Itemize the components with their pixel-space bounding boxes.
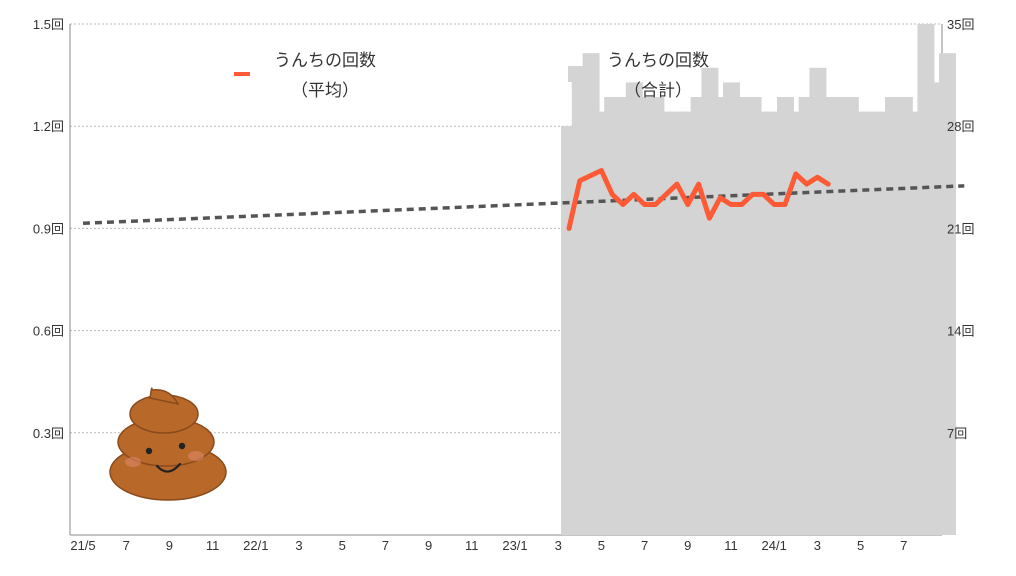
x-tick-label: 5 <box>857 538 864 553</box>
x-tick-label: 3 <box>295 538 302 553</box>
poop-illustration <box>109 387 227 501</box>
x-tick-label: 9 <box>166 538 173 553</box>
left-tick-label: 1.5回 <box>33 17 64 32</box>
poop-smile <box>155 462 182 473</box>
poop-cheek-right <box>188 451 204 461</box>
x-tick-label: 7 <box>123 538 130 553</box>
legend-total-swatch <box>568 66 584 82</box>
x-tick-label: 9 <box>425 538 432 553</box>
x-tick-label: 11 <box>724 538 738 553</box>
right-tick-label: 7回 <box>947 426 967 441</box>
x-tick-label: 7 <box>382 538 389 553</box>
x-tick-label: 7 <box>641 538 648 553</box>
x-tick-label: 3 <box>555 538 562 553</box>
x-tick-label: 11 <box>206 538 220 553</box>
legend-average-label: うんちの回数 <box>274 51 376 71</box>
left-tick-label: 0.6回 <box>33 324 64 339</box>
x-tick-label: 5 <box>339 538 346 553</box>
right-tick-label: 21回 <box>947 221 974 236</box>
average-line <box>566 167 831 231</box>
right-tick-label: 28回 <box>947 119 974 134</box>
poop-eye-left <box>145 447 153 455</box>
x-tick-label: 21/5 <box>70 538 95 553</box>
x-tick-label: 3 <box>814 538 821 553</box>
right-tick-label: 35回 <box>947 17 974 32</box>
x-tick-label: 24/1 <box>762 538 787 553</box>
x-tick-label: 5 <box>598 538 605 553</box>
legend-average-sub: （平均） <box>291 81 359 101</box>
left-tick-label: 0.9回 <box>33 221 64 236</box>
x-tick-label: 11 <box>465 538 479 553</box>
right-tick-label: 14回 <box>947 324 974 339</box>
poop-eye-right <box>178 442 186 450</box>
legend-total-label: うんちの回数 <box>607 51 709 71</box>
poop-cheek-left <box>125 457 141 467</box>
x-tick-label: 22/1 <box>243 538 268 553</box>
bar-total <box>939 53 956 535</box>
left-tick-label: 1.2回 <box>33 119 64 134</box>
x-tick-label: 9 <box>684 538 691 553</box>
legend-total-sub: （合計） <box>624 81 692 101</box>
poop-tip <box>149 387 180 406</box>
trend-line <box>82 184 965 226</box>
left-tick-label: 0.3回 <box>33 426 64 441</box>
x-tick-label: 23/1 <box>502 538 527 553</box>
x-tick-label: 7 <box>900 538 907 553</box>
